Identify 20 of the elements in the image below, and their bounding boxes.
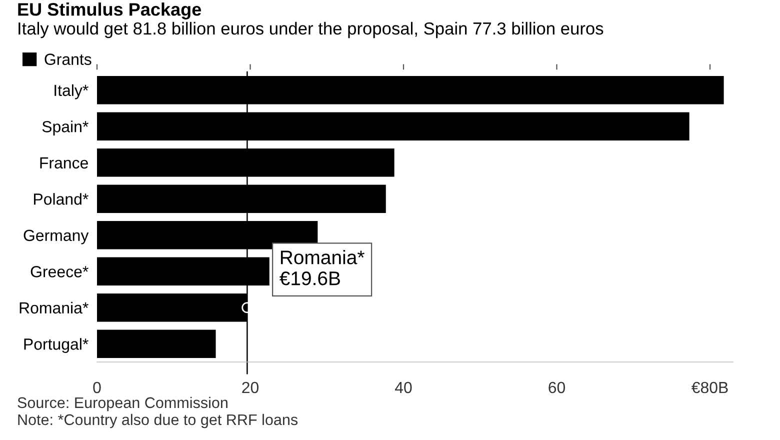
- y-tick-label: France: [40, 157, 88, 169]
- y-tick-label: Italy*: [54, 84, 88, 100]
- chart-subtitle: Italy would get 81.8 billion euros under the proposal, Spain 77.3 billion euros: [18, 22, 604, 38]
- y-tick-label: Poland*: [34, 193, 88, 205]
- y-tick-label: Greece*: [30, 266, 88, 278]
- text: Note: *Country also due to get RRF loans: [18, 414, 298, 428]
- y-tick-label: Portugal*: [24, 338, 88, 353]
- annotation: Romania* €19.6B: [280, 250, 364, 286]
- legend-label: Grants: [44, 54, 92, 65]
- y-tick-label: Spain*: [42, 120, 88, 136]
- x-tick-label: 60: [548, 382, 566, 394]
- source-note: Source: European Commission: [18, 396, 228, 412]
- x-tick-label: 0: [93, 382, 101, 394]
- bar: [97, 330, 216, 358]
- y-tick-label: Germany: [24, 230, 89, 244]
- x-tick-label: €80B: [691, 382, 728, 394]
- y-tick-label: Romania*: [20, 302, 88, 314]
- x-tick-label: 20: [242, 382, 259, 394]
- x-tick-label: 40: [394, 382, 412, 394]
- chart-title: EU Stimulus Package: [18, 2, 202, 20]
